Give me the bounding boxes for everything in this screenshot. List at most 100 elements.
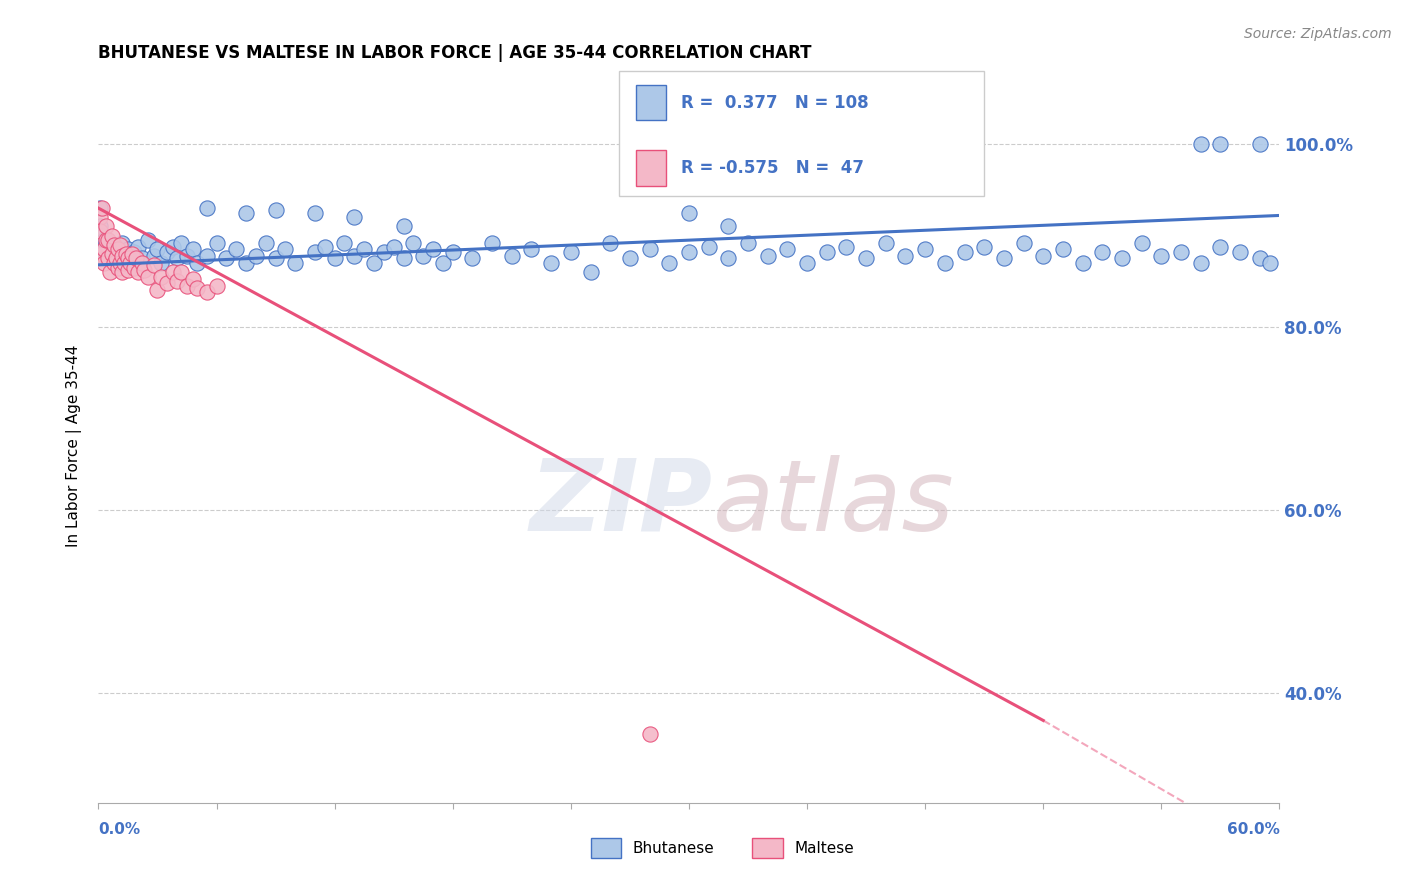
Point bbox=[225, 242, 247, 256]
Point bbox=[105, 242, 128, 256]
Point bbox=[107, 247, 129, 261]
Point bbox=[737, 235, 759, 250]
Point bbox=[146, 284, 169, 298]
Text: atlas: atlas bbox=[713, 455, 955, 551]
Point bbox=[855, 252, 877, 266]
Point bbox=[98, 265, 121, 279]
Text: Bhutanese: Bhutanese bbox=[633, 841, 714, 855]
Point bbox=[540, 256, 562, 270]
Point bbox=[363, 256, 385, 270]
Point bbox=[91, 201, 114, 215]
Point bbox=[108, 237, 131, 252]
Point bbox=[638, 242, 661, 256]
Point bbox=[108, 252, 131, 266]
Point bbox=[117, 242, 139, 256]
Point bbox=[314, 239, 336, 253]
Point bbox=[103, 256, 125, 270]
Point bbox=[132, 263, 155, 277]
Point bbox=[176, 279, 198, 293]
Point bbox=[934, 256, 956, 270]
Text: BHUTANESE VS MALTESE IN LABOR FORCE | AGE 35-44 CORRELATION CHART: BHUTANESE VS MALTESE IN LABOR FORCE | AG… bbox=[98, 45, 811, 62]
Point bbox=[776, 242, 799, 256]
Point bbox=[111, 265, 134, 279]
Point bbox=[97, 233, 120, 247]
Point bbox=[333, 235, 356, 250]
Point bbox=[121, 247, 143, 261]
Y-axis label: In Labor Force | Age 35-44: In Labor Force | Age 35-44 bbox=[66, 345, 83, 547]
Point bbox=[127, 239, 149, 253]
Point bbox=[1258, 256, 1281, 270]
Point bbox=[373, 245, 395, 260]
Text: Maltese: Maltese bbox=[794, 841, 853, 855]
Point bbox=[717, 252, 740, 266]
Point bbox=[93, 242, 115, 256]
Point bbox=[118, 256, 141, 270]
Point bbox=[235, 256, 257, 270]
Point bbox=[117, 252, 139, 266]
Point bbox=[835, 239, 858, 253]
Point bbox=[815, 245, 838, 260]
Point bbox=[392, 252, 415, 266]
Point bbox=[697, 239, 720, 253]
Point bbox=[205, 279, 228, 293]
Point bbox=[136, 233, 159, 247]
Point bbox=[186, 281, 208, 295]
Point bbox=[254, 235, 277, 250]
Point bbox=[181, 272, 204, 286]
Point bbox=[101, 245, 124, 260]
Point bbox=[127, 265, 149, 279]
Point bbox=[973, 239, 995, 253]
Point bbox=[96, 233, 118, 247]
Point bbox=[170, 235, 193, 250]
Point bbox=[131, 252, 153, 266]
Point bbox=[112, 249, 135, 263]
Point bbox=[91, 242, 114, 256]
Point bbox=[284, 256, 307, 270]
Point bbox=[166, 274, 188, 288]
Point bbox=[166, 252, 188, 266]
Point bbox=[658, 256, 681, 270]
Text: 0.0%: 0.0% bbox=[98, 822, 141, 837]
Point bbox=[1032, 249, 1054, 263]
Point bbox=[264, 252, 287, 266]
Point bbox=[1170, 245, 1192, 260]
Point bbox=[142, 249, 165, 263]
Point bbox=[619, 252, 641, 266]
Point bbox=[343, 249, 366, 263]
Point bbox=[638, 727, 661, 741]
Point bbox=[112, 256, 135, 270]
Point bbox=[186, 256, 208, 270]
Point bbox=[89, 219, 111, 234]
Point bbox=[1071, 256, 1094, 270]
Point bbox=[170, 265, 193, 279]
Point bbox=[176, 249, 198, 263]
Point bbox=[1091, 245, 1114, 260]
Point bbox=[1130, 235, 1153, 250]
Point bbox=[953, 245, 976, 260]
Point bbox=[1229, 245, 1251, 260]
Point bbox=[560, 245, 582, 260]
Point bbox=[264, 202, 287, 217]
Point bbox=[91, 228, 114, 243]
Text: 60.0%: 60.0% bbox=[1226, 822, 1279, 837]
Point bbox=[89, 211, 111, 225]
Text: R = -0.575   N =  47: R = -0.575 N = 47 bbox=[681, 159, 863, 177]
Point bbox=[441, 245, 464, 260]
Point bbox=[101, 228, 124, 243]
Point bbox=[353, 242, 375, 256]
Point bbox=[150, 269, 173, 284]
Point bbox=[96, 235, 118, 250]
Point bbox=[162, 265, 184, 279]
Point bbox=[103, 256, 125, 270]
Point bbox=[402, 235, 425, 250]
Point bbox=[461, 252, 484, 266]
Point bbox=[105, 252, 128, 266]
Point bbox=[1012, 235, 1035, 250]
Point bbox=[93, 256, 115, 270]
Point bbox=[343, 211, 366, 225]
Point bbox=[481, 235, 503, 250]
Point bbox=[156, 245, 179, 260]
Point bbox=[274, 242, 297, 256]
Point bbox=[96, 219, 118, 234]
Point bbox=[1189, 137, 1212, 152]
